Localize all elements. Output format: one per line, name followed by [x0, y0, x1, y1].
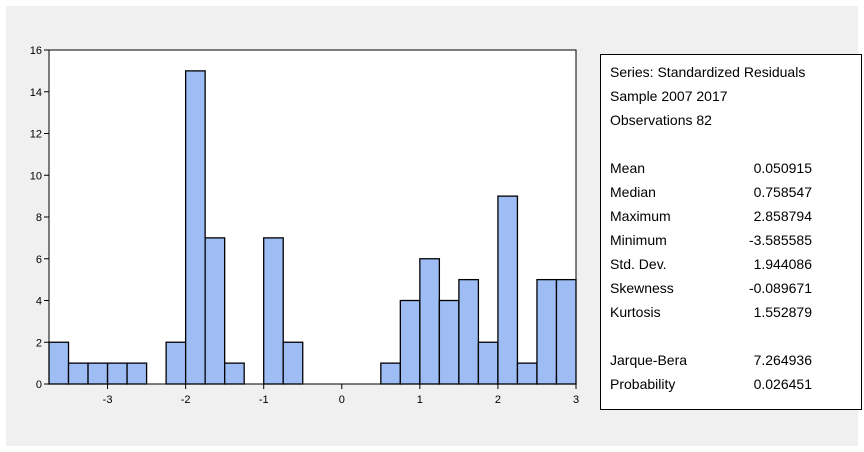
histogram-bar — [438, 299, 460, 385]
y-tick-label: 6 — [36, 254, 42, 266]
stat-row-minimum: Minimum -3.585585 — [610, 228, 861, 252]
observations-count: Observations 82 — [610, 112, 712, 128]
histogram-bar — [516, 362, 538, 385]
stat-label: Mean — [610, 160, 646, 176]
histogram-bar — [204, 237, 226, 385]
stat-label: Median — [610, 184, 656, 200]
stat-value: 1.944086 — [753, 256, 812, 272]
histogram-bar — [419, 258, 441, 385]
stat-label: Jarque-Bera — [610, 352, 688, 368]
stat-row-std-dev: Std. Dev. 1.944086 — [610, 252, 861, 276]
stat-label: Skewness — [610, 280, 674, 296]
histogram-bar — [48, 341, 70, 385]
stat-row-kurtosis: Kurtosis 1.552879 — [610, 300, 861, 324]
stat-value: 1.552879 — [753, 304, 812, 320]
histogram-bar — [263, 237, 284, 385]
histogram-bar — [282, 341, 304, 385]
x-tick-label: 0 — [339, 394, 345, 406]
stat-value: 0.050915 — [753, 160, 812, 176]
stat-label: Std. Dev. — [610, 256, 667, 272]
histogram-bar — [555, 278, 577, 385]
x-tick-label: -3 — [103, 394, 113, 406]
x-tick-label: 1 — [417, 394, 423, 406]
histogram-bar — [399, 299, 421, 385]
stat-value: -3.585585 — [748, 232, 812, 248]
y-tick-label: 14 — [30, 87, 42, 99]
spacer — [610, 132, 861, 156]
stat-label: Maximum — [610, 208, 671, 224]
x-tick-label: -1 — [259, 394, 269, 406]
histogram-bar — [67, 362, 89, 385]
y-tick-label: 10 — [30, 170, 42, 182]
y-tick-label: 4 — [36, 296, 42, 308]
series-name: Series: Standardized Residuals — [610, 64, 806, 80]
histogram-bar — [126, 362, 148, 385]
y-tick-label: 0 — [36, 379, 42, 391]
histogram-bar — [497, 195, 519, 385]
stat-value: 0.026451 — [753, 376, 812, 392]
stat-value: 7.264936 — [753, 352, 812, 368]
stat-row-jarque-bera: Jarque-Bera 7.264936 — [610, 348, 861, 372]
x-tick-label: 2 — [495, 394, 501, 406]
stat-row-mean: Mean 0.050915 — [610, 156, 861, 180]
x-tick-label: -2 — [181, 394, 191, 406]
histogram-bar — [380, 362, 401, 385]
stat-label: Probability — [610, 376, 676, 392]
y-tick-label: 12 — [30, 129, 42, 141]
histogram-bar — [536, 278, 558, 385]
histogram-bar — [106, 362, 128, 385]
histogram-bar — [87, 362, 109, 385]
histogram-bar — [477, 341, 499, 385]
stat-value: 0.758547 — [753, 184, 812, 200]
plot-area — [49, 50, 576, 384]
stat-row-median: Median 0.758547 — [610, 180, 861, 204]
x-tick-label: 3 — [573, 394, 579, 406]
stat-value: 2.858794 — [753, 208, 812, 224]
y-tick-label: 16 — [30, 45, 42, 57]
histogram-bar — [458, 278, 480, 385]
histogram-bar — [165, 341, 187, 385]
stat-row-probability: Probability 0.026451 — [610, 372, 861, 396]
chart-panel: 0 2 4 6 8 10 12 14 16 -3 -2 -1 0 1 2 3 Series: Standard… — [6, 6, 862, 446]
histogram-bar — [224, 362, 245, 385]
y-tick-label: 2 — [36, 337, 42, 349]
stat-label: Kurtosis — [610, 304, 661, 320]
stat-row-skewness: Skewness -0.089671 — [610, 276, 861, 300]
y-tick-label: 8 — [36, 212, 42, 224]
stat-label: Minimum — [610, 232, 667, 248]
histogram-bar — [184, 70, 206, 385]
statistics-box: Series: Standardized Residuals Sample 20… — [600, 54, 862, 410]
spacer — [610, 324, 861, 348]
sample-range: Sample 2007 2017 — [610, 88, 728, 104]
stat-row-maximum: Maximum 2.858794 — [610, 204, 861, 228]
stat-value: -0.089671 — [748, 280, 812, 296]
